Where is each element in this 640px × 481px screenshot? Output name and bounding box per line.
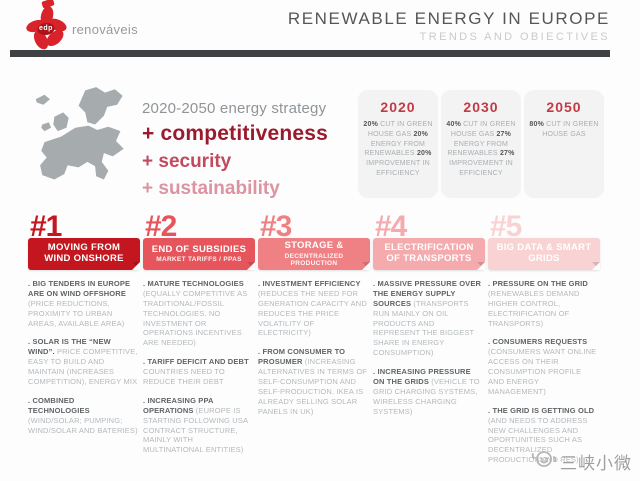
logo-text: renováveis	[72, 21, 138, 37]
target-label: CUT IN GREEN HOUSE GAS	[450, 121, 516, 138]
strategy-heading: 2020-2050 energy strategy	[142, 100, 327, 117]
edp-brand-label: edp	[39, 25, 53, 32]
page-title: RENEWABLE ENERGY IN EUROPE	[287, 9, 610, 28]
target-label: ENERGY FROM RENEWABLES	[447, 140, 509, 158]
strategy-item-security: + security	[142, 151, 232, 172]
watermark: 三峡小微	[531, 448, 632, 475]
pillar-2-bullets: . MATURE TECHNOLOGIES (EQUALLY COMPETITI…	[143, 279, 255, 455]
target-pct: 20%	[413, 130, 429, 138]
pillar-subtitle: MARKET TARIFFS / PPAS	[156, 256, 242, 264]
pillar-3-bullets: . INVESTMENT EFFICIENCY (REDUCES THE NEE…	[258, 279, 370, 417]
target-year: 2020	[380, 99, 416, 115]
pillar-2-number: #2	[145, 210, 177, 243]
bullet: . INCREASING PPA OPERATIONS (EUROPE IS S…	[143, 395, 248, 455]
pillar-title: END OF SUBSIDIES	[151, 243, 247, 255]
target-year: 2030	[463, 99, 499, 115]
bullet: . CONSUMERS REQUESTS (CONSUMERS WANT ONL…	[488, 337, 597, 396]
pillar-4: #4 ELECTRIFICATION OF TRANSPORTS . MASSI…	[373, 212, 485, 426]
pillar-title: MOVING FROM WIND ONSHORE	[44, 242, 124, 264]
europe-map-icon	[28, 86, 138, 196]
pillar-4-number: #4	[375, 210, 407, 243]
target-card-2020: 2020 20% CUT IN GREEN HOUSE GAS 20% ENER…	[358, 90, 438, 198]
pillar-3: #3 STORAGE & DECENTRALIZED PRODUCTION . …	[258, 212, 370, 426]
strategy-item-sustainability: + sustainability	[142, 178, 280, 199]
pillar-1-bullets: . BIG TENDERS IN EUROPE ARE ON WIND OFFS…	[28, 279, 140, 435]
pillar-subtitle: DECENTRALIZED PRODUCTION	[284, 252, 344, 267]
pillar-2-header-ribbon: END OF SUBSIDIES MARKET TARIFFS / PPAS	[143, 238, 255, 270]
energy-strategy-block: 2020-2050 energy strategy + competitiven…	[142, 100, 328, 200]
bullet: . COMBINED TECHNOLOGIES (WIND/SOLAR; PUM…	[28, 395, 138, 435]
target-pct: 27%	[499, 150, 515, 158]
pillar-1-number: #1	[30, 210, 62, 243]
title-block: RENEWABLE ENERGY IN EUROPE TRENDS AND OB…	[288, 9, 610, 43]
pillar-title: STORAGE &	[284, 240, 344, 252]
target-card-2030: 2030 40% CUT IN GREEN HOUSE GAS 27% ENER…	[441, 90, 521, 198]
target-label: CUT IN GREEN HOUSE GAS	[542, 121, 599, 138]
bullet: . FROM CONSUMER TO PROSUMER (INCREASING …	[258, 347, 368, 416]
target-lines: 80% CUT IN GREEN HOUSE GAS	[529, 120, 599, 140]
pillar-5-header-ribbon: BIG DATA & SMART GRIDS	[488, 238, 600, 270]
target-label: IMPROVEMENT IN EFFICIENCY	[449, 160, 513, 177]
header-divider-bar	[10, 50, 610, 57]
pillar-1: #1 MOVING FROM WIND ONSHORE . BIG TENDER…	[28, 212, 140, 444]
pillar-title: ELECTRIFICATION OF TRANSPORTS	[384, 242, 474, 264]
target-pct: 20%	[416, 150, 432, 158]
watermark-text: 三峡小微	[560, 454, 632, 474]
pillar-2: #2 END OF SUBSIDIES MARKET TARIFFS / PPA…	[143, 212, 255, 464]
edp-logo: edp renováveis	[26, 6, 138, 52]
page-subtitle: TRENDS AND OBIECTIVES	[419, 31, 610, 43]
pillar-4-header-ribbon: ELECTRIFICATION OF TRANSPORTS	[373, 238, 485, 270]
target-pct: 80%	[529, 121, 545, 128]
pillar-5-bullets: . PRESSURE ON THE GRID (RENEWABLES DEMAN…	[488, 279, 600, 465]
watermark-mascot-icon	[531, 448, 557, 475]
bullet: . BIG TENDERS IN EUROPE ARE ON WIND OFFS…	[28, 279, 131, 328]
target-label: IMPROVEMENT IN EFFICIENCY	[366, 160, 430, 177]
pillar-1-header-ribbon: MOVING FROM WIND ONSHORE	[28, 238, 140, 270]
bullet: . MASSIVE PRESSURE OVER THE ENERGY SUPPL…	[373, 279, 482, 358]
pillar-3-number: #3	[260, 210, 292, 243]
bullet: . INVESTMENT EFFICIENCY (REDUCES THE NEE…	[258, 279, 367, 338]
edp-flower-icon: edp	[26, 6, 68, 52]
pillar-3-header-ribbon: STORAGE & DECENTRALIZED PRODUCTION	[258, 238, 370, 270]
bullet: . INCREASING PRESSURE ON THE GRIDS (VEHI…	[373, 367, 480, 416]
bullet: . SOLAR IS THE “NEW WIND”. PRICE COMPETI…	[28, 337, 138, 387]
target-lines: 40% CUT IN GREEN HOUSE GAS 27% ENERGY FR…	[446, 120, 516, 179]
bullet: . PRESSURE ON THE GRID (RENEWABLES DEMAN…	[488, 279, 588, 328]
target-year: 2050	[546, 99, 582, 115]
target-card-2050: 2050 80% CUT IN GREEN HOUSE GAS	[524, 90, 604, 198]
pillar-5: #5 BIG DATA & SMART GRIDS . PRESSURE ON …	[488, 212, 600, 474]
pillar-4-bullets: . MASSIVE PRESSURE OVER THE ENERGY SUPPL…	[373, 279, 485, 417]
target-label: ENERGY FROM RENEWABLES	[364, 140, 426, 158]
bullet: . TARIFF DEFICIT AND DEBT COUNTRIES NEED…	[143, 357, 249, 387]
pillar-5-number: #5	[490, 210, 522, 243]
bullet: . MATURE TECHNOLOGIES (EQUALLY COMPETITI…	[143, 279, 248, 348]
pillar-title: BIG DATA & SMART GRIDS	[496, 242, 592, 264]
target-label: CUT IN GREEN HOUSE GAS	[367, 121, 433, 138]
strategy-item-competitiveness: + competitiveness	[142, 122, 329, 145]
target-pct: 27%	[496, 130, 512, 138]
bullet: . THE GRID IS GETTING OLD (AND NEEDS TO …	[488, 405, 595, 465]
target-pct: 40%	[446, 121, 462, 128]
target-lines: 20% CUT IN GREEN HOUSE GAS 20% ENERGY FR…	[363, 120, 433, 179]
target-pct: 20%	[363, 121, 379, 128]
